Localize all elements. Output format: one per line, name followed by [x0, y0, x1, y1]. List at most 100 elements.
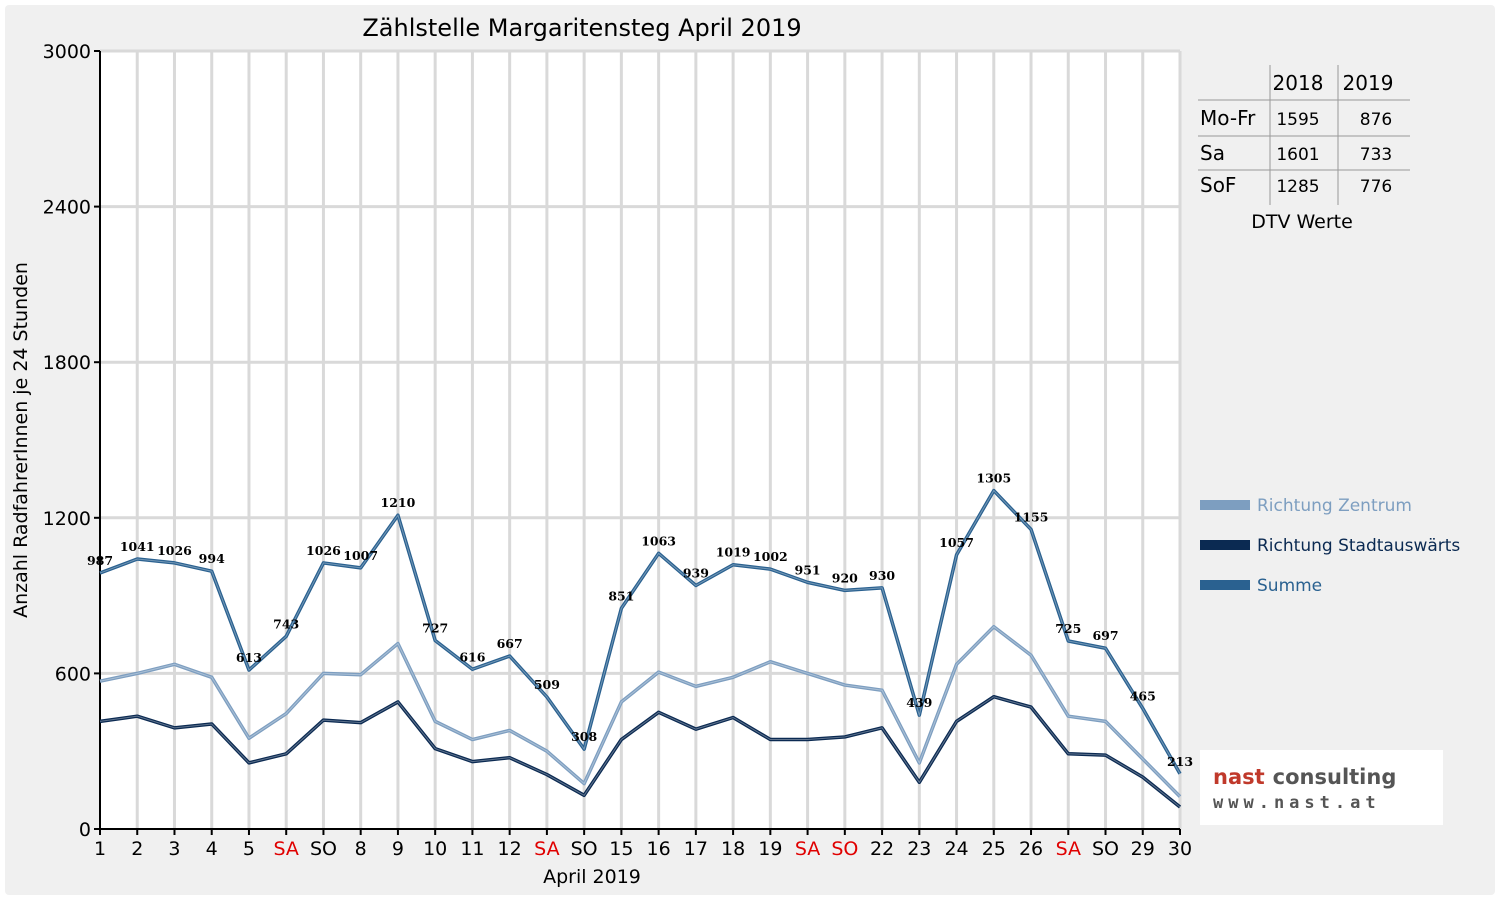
series-line — [99, 624, 1182, 798]
grid-lines — [100, 49, 1182, 829]
table-header-2019: 2019 — [1343, 71, 1394, 95]
legend-label: Richtung Zentrum — [1257, 496, 1412, 516]
legend-swatch — [1200, 500, 1250, 510]
legend-swatch — [1200, 540, 1250, 550]
data-label: 1002 — [753, 549, 788, 564]
data-label: 951 — [795, 562, 821, 577]
legend: Richtung Zentrum Richtung Stadtauswärts Su… — [1200, 496, 1460, 596]
x-tick-label: 4 — [206, 838, 218, 860]
x-tick-label: 16 — [647, 838, 671, 860]
series-line-highlight — [99, 696, 1181, 808]
x-tick-label: SO — [571, 838, 598, 860]
data-label: 1063 — [641, 533, 676, 548]
data-label: 509 — [534, 677, 560, 692]
x-tick-label: SA — [273, 838, 298, 860]
y-tick-label: 3000 — [43, 41, 91, 63]
legend-label: Richtung Stadtauswärts — [1257, 536, 1460, 556]
x-tick-label: 19 — [758, 838, 782, 860]
data-label: 697 — [1092, 628, 1118, 643]
y-tick-label: 2400 — [43, 197, 91, 219]
legend-label: Summe — [1257, 576, 1322, 596]
table-cell: 1285 — [1276, 177, 1319, 197]
table-cell: 1601 — [1276, 145, 1319, 165]
legend-swatch — [1200, 580, 1250, 590]
x-tick-label: 15 — [609, 838, 633, 860]
table-cell: 733 — [1360, 145, 1392, 165]
data-label: 1305 — [976, 471, 1011, 486]
x-tick-label: SO — [310, 838, 337, 860]
x-tick-label: 3 — [168, 838, 180, 860]
table-row-label: SoF — [1200, 173, 1236, 197]
data-label: 727 — [422, 620, 448, 635]
table-caption: DTV Werte — [1251, 211, 1353, 233]
data-label: 667 — [497, 636, 523, 651]
x-tick-label: 23 — [907, 838, 931, 860]
series-line-highlight — [99, 489, 1181, 775]
logo-word-consulting: consulting — [1273, 765, 1397, 789]
x-tick-label: SA — [795, 838, 820, 860]
x-tick-label: 26 — [1019, 838, 1043, 860]
dtv-table: 2018 2019 Mo-Fr 1595 876 Sa 1601 733 SoF… — [1198, 65, 1410, 233]
x-tick-label: 18 — [721, 838, 745, 860]
table-cell: 1595 — [1276, 110, 1319, 130]
y-tick-label: 1200 — [43, 508, 91, 530]
table-row-label: Sa — [1200, 141, 1225, 165]
x-tick-label: 30 — [1168, 838, 1192, 860]
data-label: 1019 — [716, 545, 751, 560]
company-logo: nast consulting www.nast.at — [1200, 750, 1443, 825]
data-label: 213 — [1167, 754, 1193, 769]
y-tick-label: 600 — [55, 663, 91, 685]
data-label: 616 — [459, 649, 485, 664]
data-label: 851 — [608, 588, 634, 603]
x-tick-label: 2 — [131, 838, 143, 860]
data-label: 725 — [1055, 621, 1081, 636]
x-axis-label: April 2019 — [543, 866, 641, 888]
data-label: 1026 — [306, 543, 341, 558]
data-label: 939 — [683, 565, 709, 580]
y-tick-label: 0 — [79, 819, 91, 841]
logo-wordmark: nast consulting — [1213, 765, 1396, 789]
data-label: 743 — [273, 616, 299, 631]
logo-url: www.nast.at — [1213, 793, 1381, 813]
plot-area — [100, 51, 1180, 829]
table-cell: 876 — [1360, 110, 1392, 130]
data-label: 920 — [832, 570, 858, 585]
series-group — [99, 488, 1182, 809]
x-tick-label: SA — [1056, 838, 1081, 860]
x-tick-label: 11 — [460, 838, 484, 860]
logo-word-nast: nast — [1213, 765, 1265, 789]
data-label: 1155 — [1014, 509, 1049, 524]
table-row-label: Mo-Fr — [1200, 106, 1256, 130]
x-tick-label: 12 — [498, 838, 522, 860]
chart-title: Zählstelle Margaritensteg April 2019 — [362, 14, 801, 42]
y-tick-label: 1800 — [43, 352, 91, 374]
data-label: 465 — [1130, 688, 1156, 703]
x-tick-label: 8 — [355, 838, 367, 860]
series-line-highlight — [99, 626, 1181, 797]
series-line — [99, 694, 1182, 809]
data-label: 1210 — [381, 495, 416, 510]
data-label: 308 — [571, 729, 597, 744]
data-label: 1007 — [343, 548, 378, 563]
x-tick-label: 9 — [392, 838, 404, 860]
x-tick-label: SO — [1092, 838, 1119, 860]
x-tick-label: 29 — [1131, 838, 1155, 860]
data-label: 613 — [236, 650, 262, 665]
x-tick-label: 24 — [944, 838, 968, 860]
data-label: 1026 — [157, 543, 192, 558]
x-tick-label: 22 — [870, 838, 894, 860]
data-label: 439 — [906, 695, 932, 710]
x-tick-label: 5 — [243, 838, 255, 860]
data-label: 994 — [199, 551, 225, 566]
x-tick-label: 10 — [423, 838, 447, 860]
table-cell: 776 — [1360, 177, 1392, 197]
x-tick-label: 17 — [684, 838, 708, 860]
data-label: 987 — [87, 553, 113, 568]
x-tick-label: 1 — [94, 838, 106, 860]
data-label: 1041 — [120, 539, 155, 554]
data-label: 1057 — [939, 535, 974, 550]
series-line — [99, 488, 1182, 775]
